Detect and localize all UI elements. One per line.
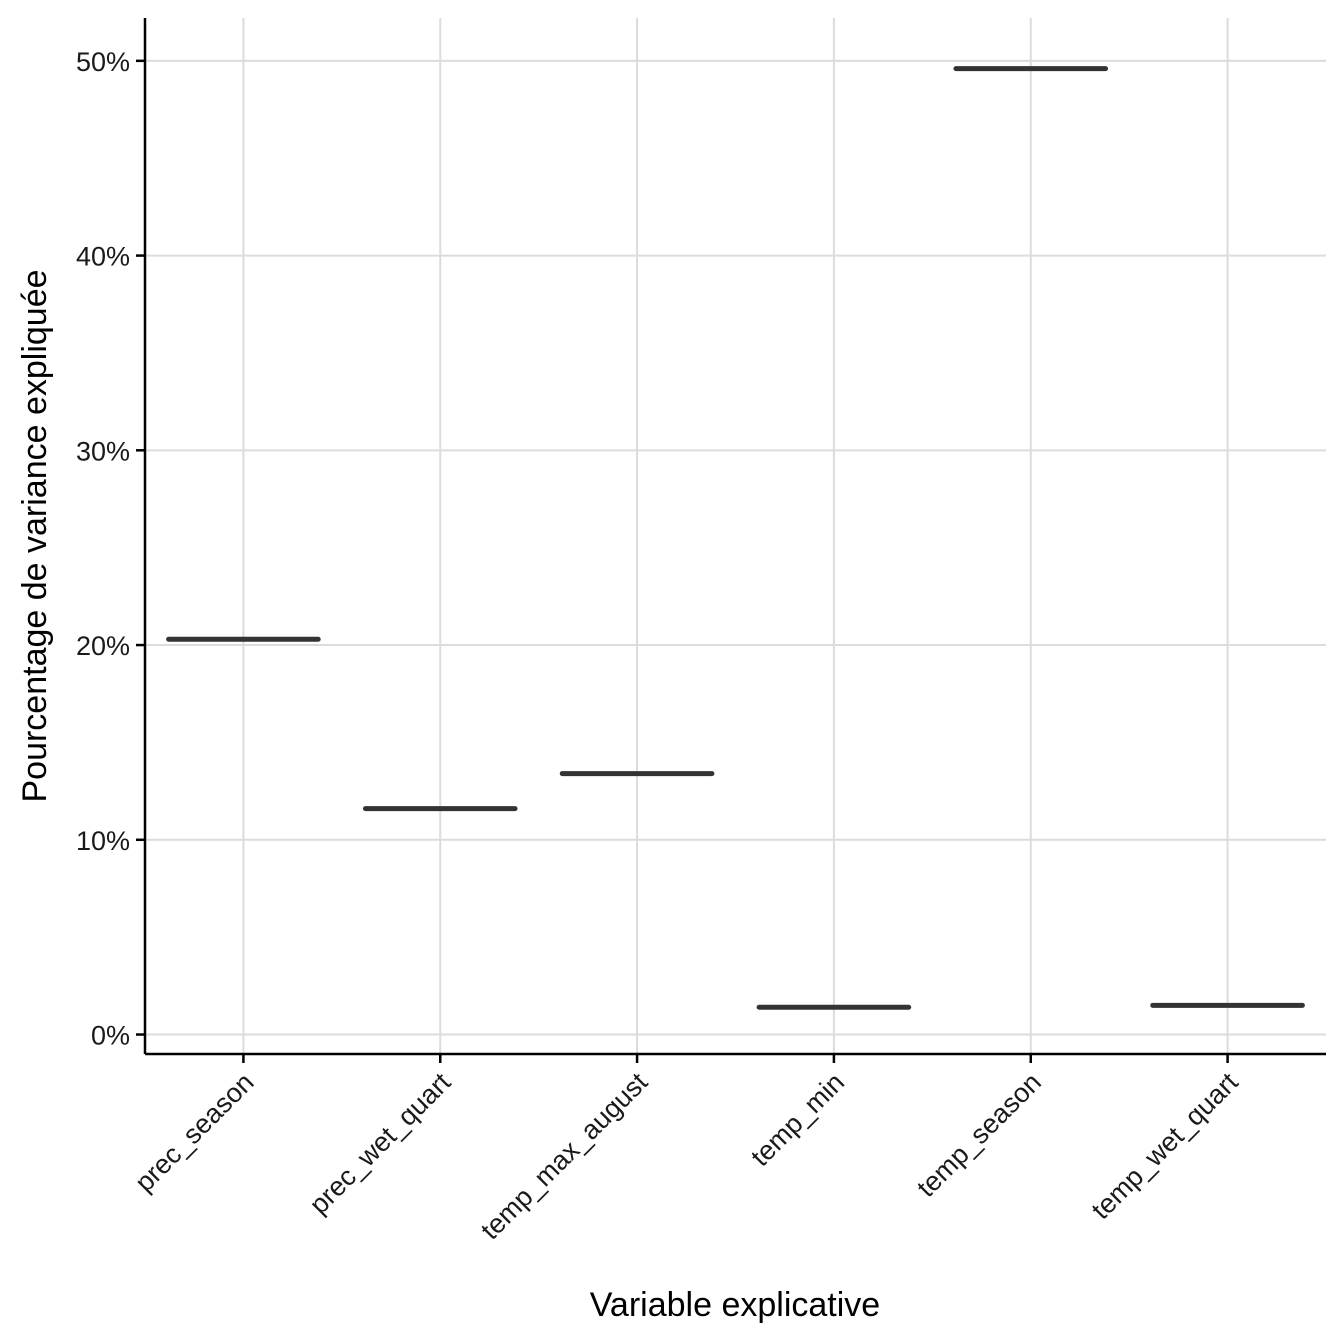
y-tick-label: 10% bbox=[76, 826, 130, 856]
x-tick-label: prec_wet_quart bbox=[304, 1067, 457, 1220]
y-tick-label: 20% bbox=[76, 631, 130, 661]
x-tick-label: temp_wet_quart bbox=[1086, 1067, 1244, 1225]
x-tick-label: prec_season bbox=[129, 1067, 260, 1198]
axes bbox=[143, 18, 1326, 1056]
y-tick-label: 50% bbox=[76, 47, 130, 77]
y-tick-label: 0% bbox=[91, 1021, 130, 1051]
plot-marks bbox=[166, 66, 1305, 1010]
y-ticks: 0% 10% 20% 30% 40% 50% bbox=[76, 47, 145, 1051]
x-tick-label: temp_min bbox=[745, 1067, 850, 1172]
grid bbox=[145, 18, 1326, 1054]
y-tick-label: 30% bbox=[76, 436, 130, 466]
y-axis-title: Pourcentage de variance expliquée bbox=[16, 269, 54, 802]
x-axis-title: Variable explicative bbox=[590, 1286, 880, 1324]
y-tick-label: 40% bbox=[76, 242, 130, 272]
x-tick-label: temp_season bbox=[911, 1067, 1047, 1203]
x-tick-label: temp_max_august bbox=[475, 1067, 654, 1246]
x-ticks: prec_season prec_wet_quart temp_max_august… bbox=[129, 1054, 1244, 1245]
